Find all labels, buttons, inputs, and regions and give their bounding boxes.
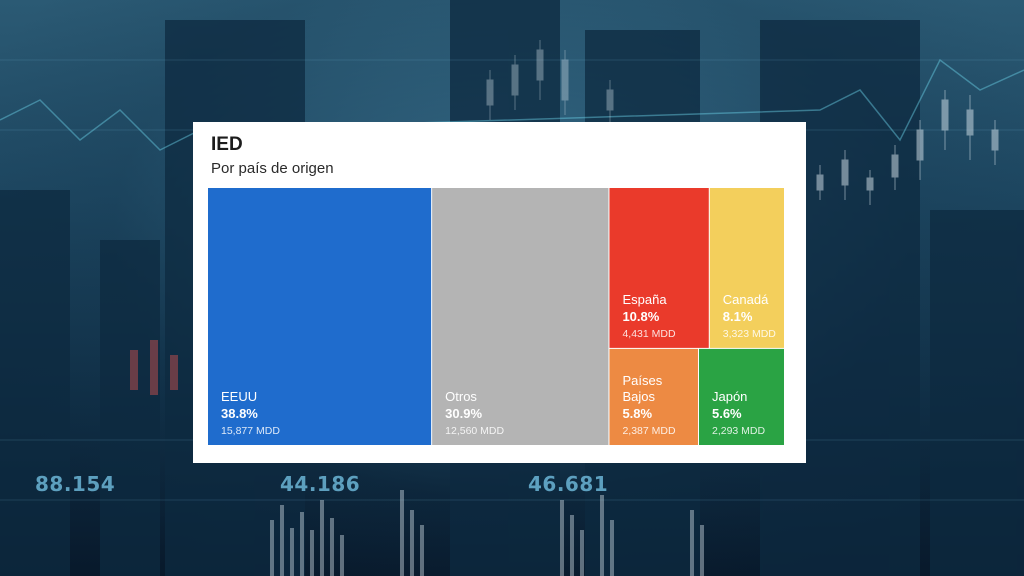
ticker-value: 88.154: [35, 472, 116, 496]
tile-percent-label: 30.9%: [445, 406, 482, 421]
chart-subtitle: Por país de origen: [211, 160, 334, 177]
tile-percent-label: 38.8%: [221, 406, 258, 421]
treemap-tile: Otros 30.9% 12,560 MDD: [432, 188, 609, 445]
tile-value-label: 2,293 MDD: [712, 425, 766, 437]
tile-name-label: Países Bajos: [622, 373, 662, 404]
treemap-tile: Países Bajos 5.8% 2,387 MDD: [609, 348, 698, 445]
treemap-tile-rect: [698, 348, 784, 445]
treemap-tile: España 10.8% 4,431 MDD: [609, 188, 709, 348]
tile-percent-label: 5.8%: [622, 406, 652, 421]
ticker-value: 46.681: [528, 472, 609, 496]
tile-name-label: Otros: [445, 389, 477, 404]
tile-value-label: 15,877 MDD: [221, 425, 280, 437]
tile-value-label: 2,387 MDD: [622, 425, 676, 437]
tile-percent-label: 8.1%: [723, 309, 753, 324]
tile-value-label: 4,431 MDD: [622, 328, 676, 340]
treemap-tile-rect: [609, 188, 709, 348]
chart-card: IED Por país de origen EEUU 38.8% 15,877 M…: [193, 122, 806, 463]
treemap-tile: EEUU 38.8% 15,877 MDD: [208, 188, 432, 445]
tile-value-label: 12,560 MDD: [445, 425, 504, 437]
treemap-tile-rect: [709, 188, 784, 348]
tile-percent-label: 10.8%: [622, 309, 659, 324]
treemap-tile-rect: [609, 348, 698, 445]
treemap-tile-rect: [432, 188, 609, 445]
treemap-tile: Japón 5.6% 2,293 MDD: [698, 348, 784, 445]
chart-title: IED: [211, 134, 243, 155]
treemap-tile: Canadá 8.1% 3,323 MDD: [709, 188, 784, 348]
tile-percent-label: 5.6%: [712, 406, 742, 421]
treemap: EEUU 38.8% 15,877 MDD Otros 30.9% 12,560 MDD E…: [208, 188, 784, 445]
tile-value-label: 3,323 MDD: [723, 328, 777, 340]
ticker-value: 44.186: [280, 472, 361, 496]
tile-name-label: España: [622, 292, 667, 307]
treemap-tile-rect: [208, 188, 432, 445]
tile-name-label: EEUU: [221, 389, 257, 404]
tile-name-label: Japón: [712, 389, 747, 404]
tile-name-label: Canadá: [723, 292, 769, 307]
